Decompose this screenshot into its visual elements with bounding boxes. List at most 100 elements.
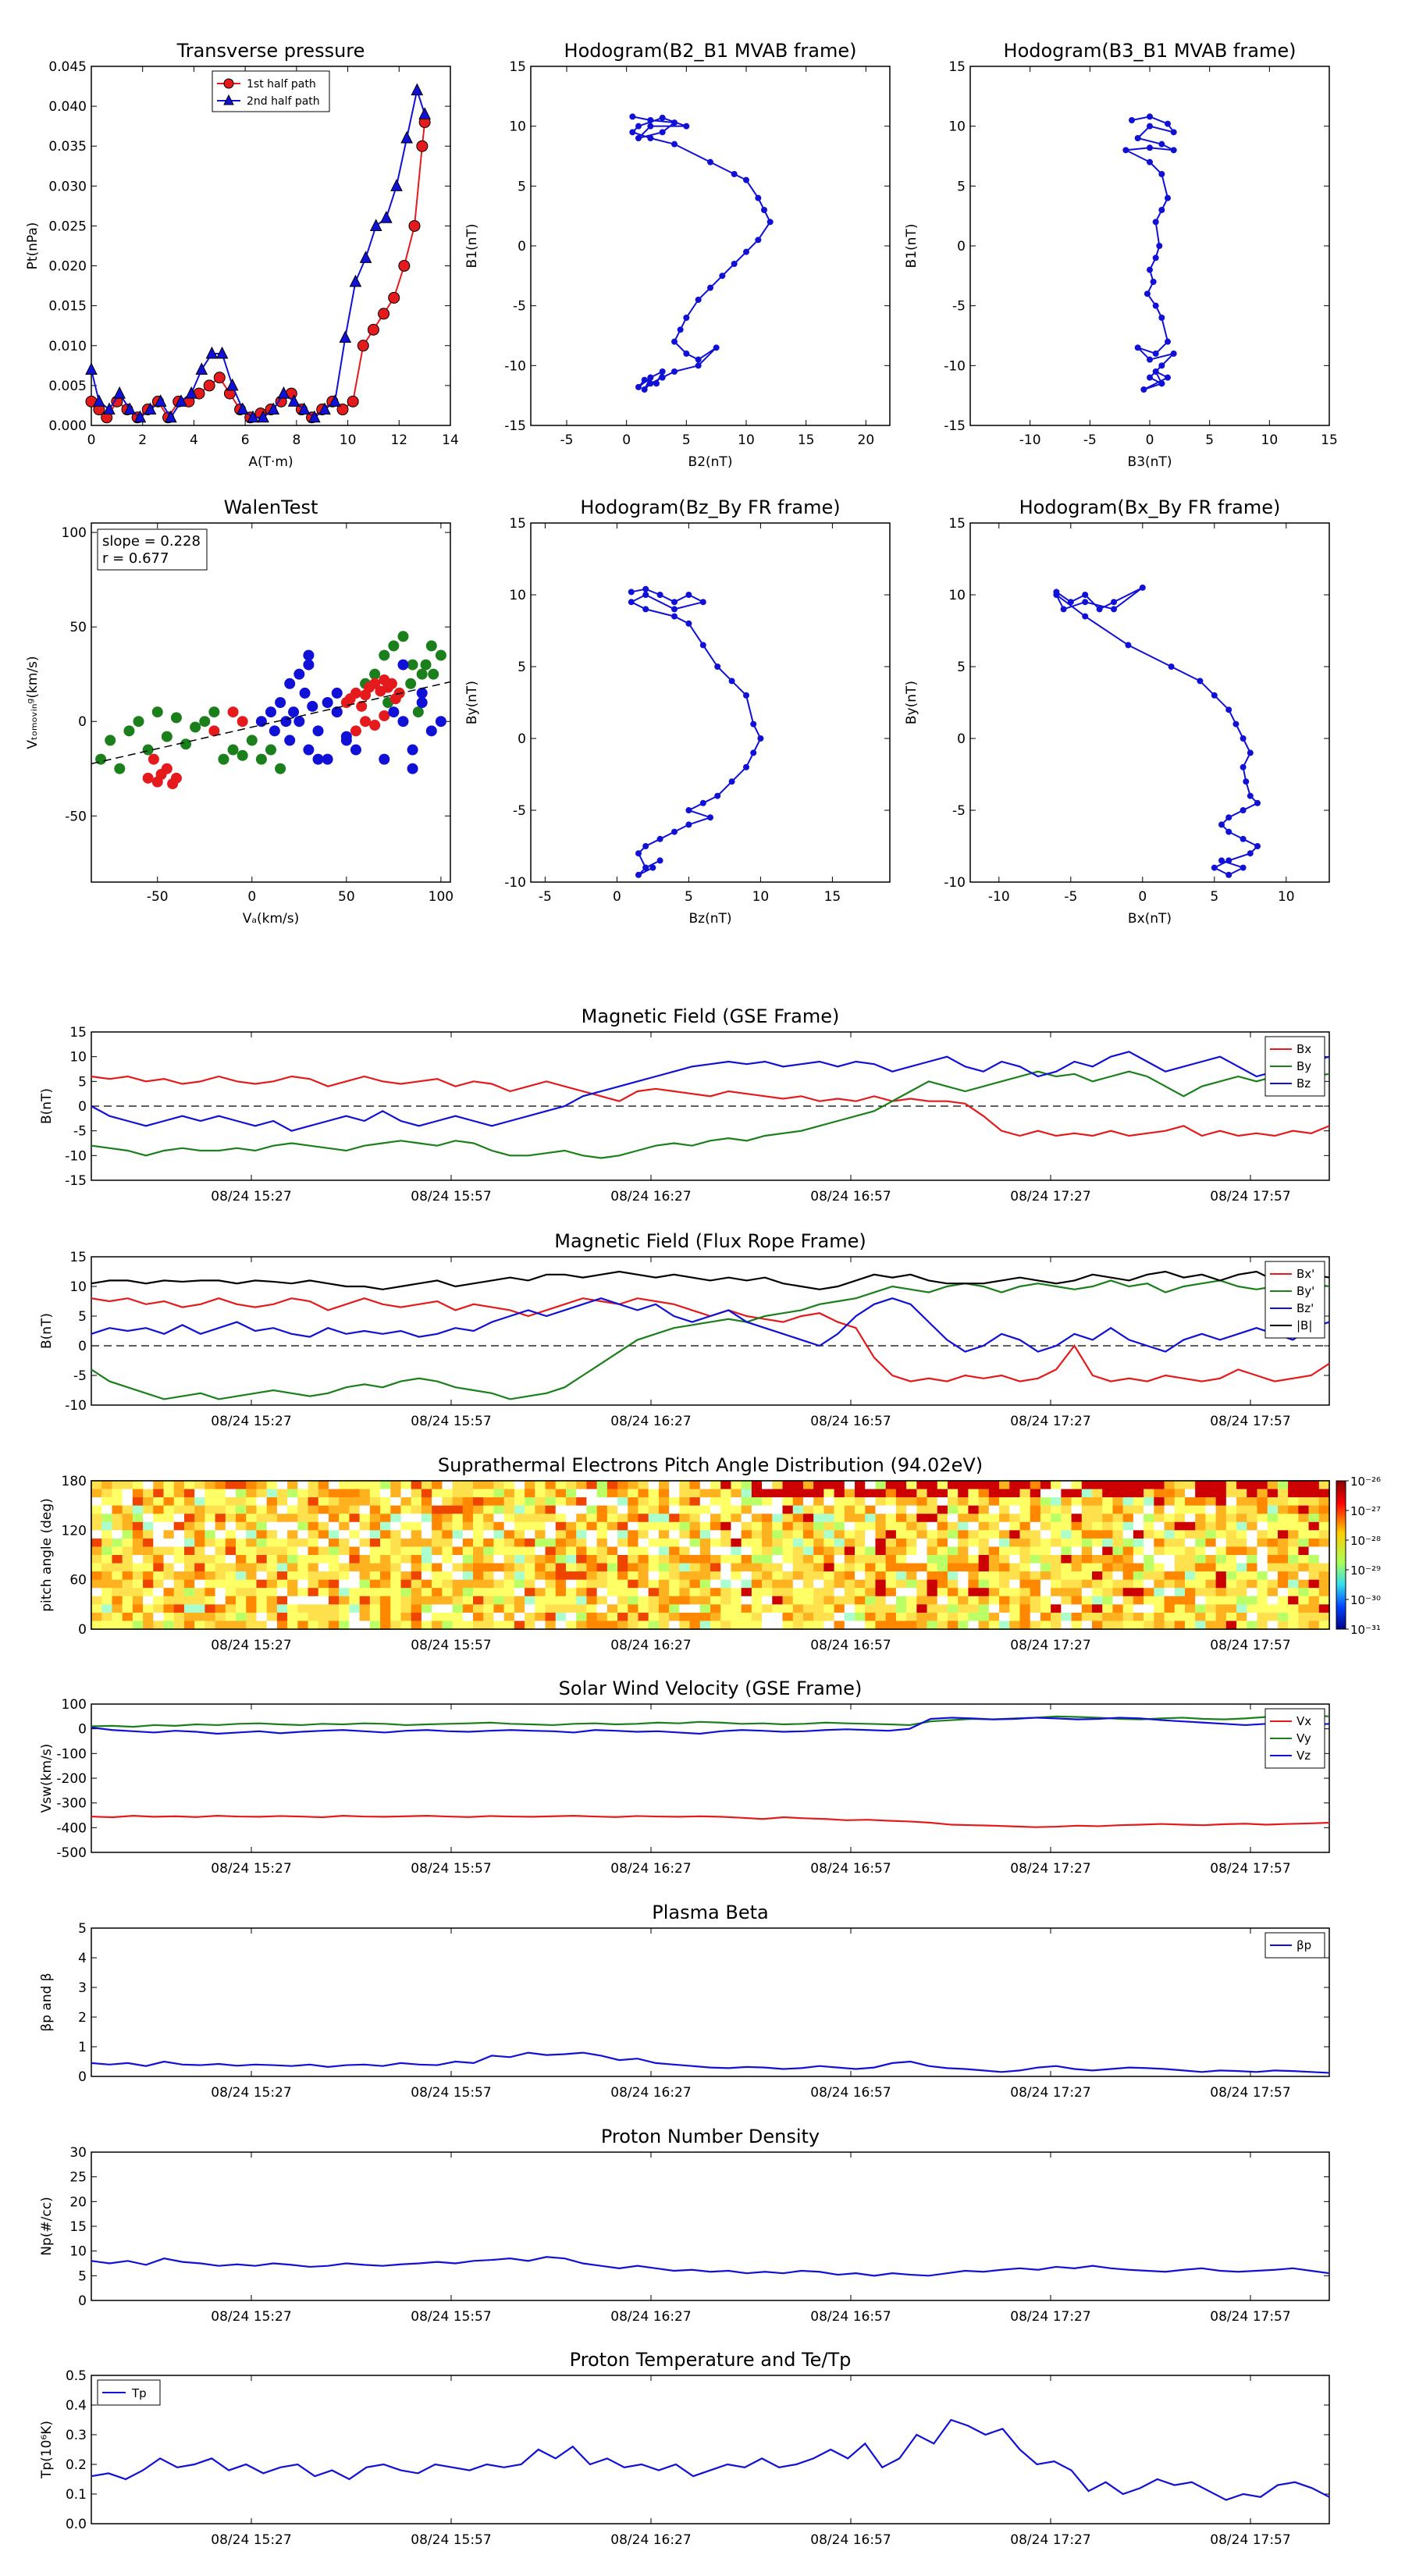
heatmap-cell [1102,1497,1114,1507]
heatmap-cell [855,1563,866,1572]
heatmap-cell [297,1514,309,1523]
data-point [1243,778,1250,785]
heatmap-cell [112,1596,123,1605]
heatmap-cell [276,1530,288,1539]
heatmap-cell [1009,1538,1021,1548]
heatmap-cell [1236,1604,1247,1614]
heatmap-cell [400,1521,412,1531]
heatmap-cell [1277,1596,1289,1605]
heatmap-cell [823,1481,835,1490]
y-axis-label: B(nT) [39,1088,55,1124]
data-point [743,692,749,699]
heatmap-cell [297,1481,309,1490]
heatmap-cell [731,1481,742,1490]
heatmap-cell [205,1497,216,1507]
heatmap-cell [1154,1497,1165,1507]
heatmap-cell [112,1612,123,1622]
heatmap-cell [400,1571,412,1581]
data-point [649,864,656,871]
heatmap-cell [1019,1489,1031,1498]
heatmap-cell [236,1546,247,1556]
heatmap-cell [215,1530,226,1539]
heatmap-cell [503,1514,515,1523]
heatmap-cell [628,1538,639,1548]
heatmap-cell [503,1538,515,1548]
heatmap-cell [421,1621,432,1630]
heatmap-cell [710,1505,721,1514]
heatmap-cell [875,1596,887,1605]
heatmap-cell [173,1521,185,1531]
heatmap-cell [535,1579,546,1589]
heatmap-cell [875,1497,887,1507]
heatmap-cell [297,1588,309,1597]
heatmap-cell [1030,1546,1041,1556]
heatmap-cell [782,1514,794,1523]
heatmap-cell [1051,1612,1062,1622]
heatmap-cell [390,1497,402,1507]
scatter-point [350,687,361,699]
heatmap-cell [236,1481,247,1490]
scatter-point [299,687,311,699]
heatmap-cell [916,1596,928,1605]
heatmap-cell [493,1514,505,1523]
scatter-point [142,744,154,756]
heatmap-cell [462,1563,474,1572]
heatmap-cell [741,1514,752,1523]
heatmap-cell [246,1612,258,1622]
heatmap-cell [720,1505,732,1514]
heatmap-cell [1164,1489,1176,1498]
heatmap-cell [699,1546,711,1556]
heatmap-cell [432,1546,443,1556]
heatmap-cell [287,1588,298,1597]
heatmap-cell [246,1497,258,1507]
scatter-point [218,753,229,765]
scatter-point [379,649,390,661]
heatmap-cell [1071,1530,1083,1539]
data-point [357,340,369,352]
heatmap-cell [339,1505,350,1514]
heatmap-cell [1112,1489,1124,1498]
heatmap-cell [1195,1521,1206,1531]
heatmap-cell [628,1612,639,1622]
heatmap-cell [1122,1497,1134,1507]
heatmap-cell [1071,1538,1083,1548]
heatmap-cell [308,1612,319,1622]
heatmap-cell [483,1489,495,1498]
heatmap-cell [782,1489,794,1498]
heatmap-cell [792,1546,804,1556]
heatmap-cell [215,1538,226,1548]
data-point [1150,279,1157,285]
heatmap-cell [669,1514,680,1523]
heatmap-cell [1071,1555,1083,1564]
chart-title: Magnetic Field (GSE Frame) [582,1005,840,1027]
heatmap-cell [163,1497,175,1507]
scatter-point [265,744,276,756]
heatmap-cell [1144,1579,1154,1589]
heatmap-cell [276,1489,288,1498]
time-tick-label: 08/24 15:27 [211,1861,291,1877]
y-tick-label: 0 [78,1339,87,1354]
heatmap-cell [1267,1596,1279,1605]
heatmap-cell [596,1489,608,1498]
heatmap-cell [1030,1555,1041,1564]
heatmap-cell [493,1546,505,1556]
legend-label: Vx [1297,1714,1311,1728]
heatmap-cell [183,1530,195,1539]
heatmap-cell [122,1481,133,1490]
heatmap-cell [586,1621,598,1630]
heatmap-cell [483,1588,495,1597]
heatmap-cell [885,1489,897,1498]
heatmap-cell [132,1538,144,1548]
heatmap-cell [565,1481,577,1490]
heatmap-cell [792,1588,804,1597]
heatmap-cell [1308,1514,1320,1523]
data-point [1053,592,1060,598]
heatmap-cell [679,1612,691,1622]
heatmap-cell [741,1505,752,1514]
heatmap-cell [1277,1579,1289,1589]
scatter-point [208,725,220,737]
heatmap-cell [1092,1546,1103,1556]
heatmap-cell [586,1596,598,1605]
heatmap-cell [1061,1521,1072,1531]
heatmap-cell [91,1579,102,1589]
